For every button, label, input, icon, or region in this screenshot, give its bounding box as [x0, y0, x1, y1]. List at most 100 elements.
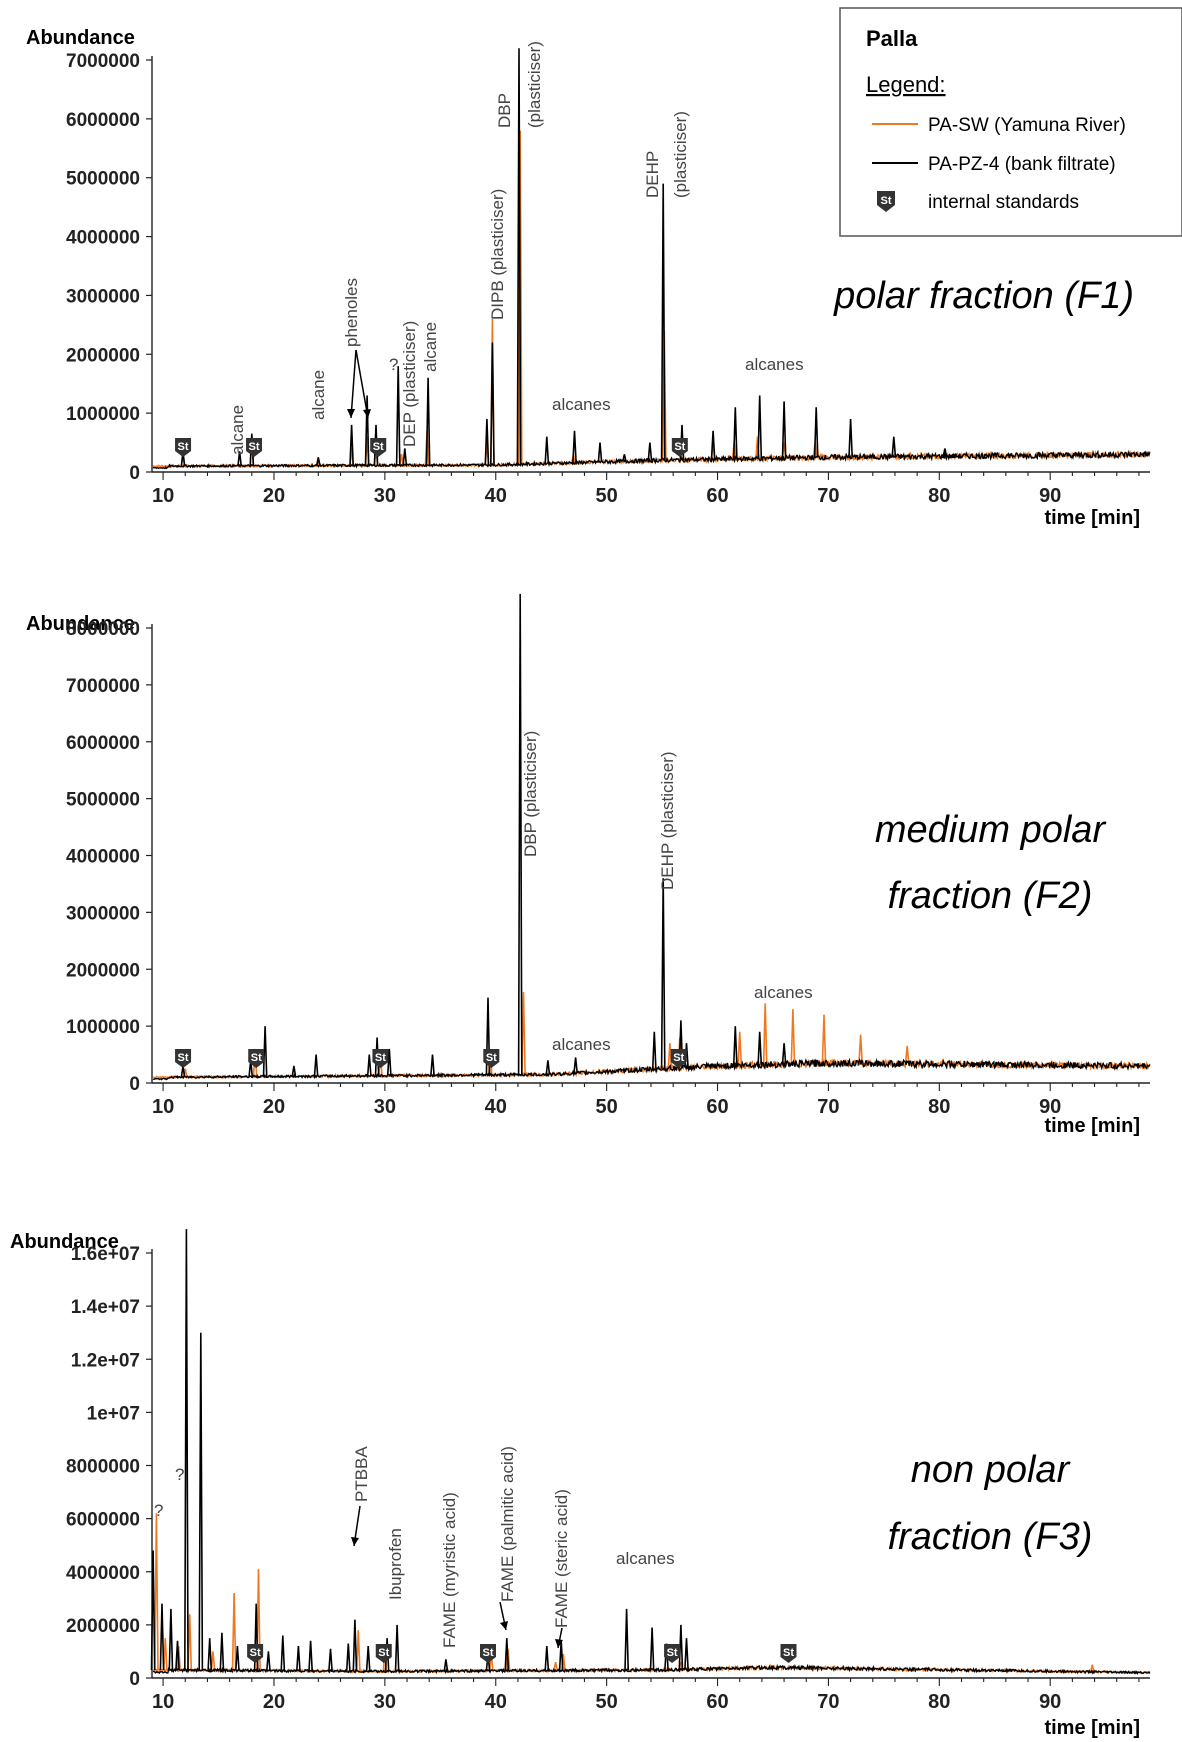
peak: [684, 1638, 689, 1670]
y-tick-labels: 0 1000000 2000000 3000000 4000000 5000000 6000…: [66, 619, 140, 1095]
x-tick-label: 20: [263, 1691, 285, 1713]
peak: [328, 1648, 333, 1672]
peak: [176, 1646, 181, 1671]
arrow: [355, 349, 369, 419]
peak: [710, 430, 716, 460]
arrow-head: [363, 409, 371, 418]
x-tick-label: 60: [706, 485, 728, 507]
peak: [237, 451, 242, 466]
legend-box: [839, 7, 1182, 237]
legend-title: Palla: [866, 26, 918, 51]
svg-text:St: St: [178, 1052, 189, 1064]
x-axis-title: time [min]: [1044, 1115, 1140, 1137]
peak: [597, 442, 603, 463]
x-tick-label: 80: [928, 485, 950, 507]
y-tick-label: 1000000: [66, 1017, 140, 1038]
peak: [660, 878, 666, 1069]
peak: [553, 1661, 558, 1671]
x-tick-label: 80: [928, 1691, 950, 1713]
y-tick-label: 7000000: [66, 676, 140, 697]
x-tick-label: 50: [596, 485, 618, 507]
annotation-phenoles: phenoles: [342, 278, 361, 347]
annotation-unknown: ?: [175, 1465, 184, 1484]
y-tick-label: 6000000: [66, 1510, 140, 1531]
annotation-alcanes: alcanes: [745, 355, 804, 374]
peak: [313, 1054, 319, 1077]
y-tick-label: 8000000: [66, 619, 140, 640]
peak: [813, 407, 819, 458]
peak: [737, 1031, 743, 1066]
st-marker-icon: St: [247, 1644, 264, 1663]
y-tick-labels: 0 2000000 4000000 6000000 8000000 1e+07 1.2e+0…: [66, 1244, 140, 1690]
peak: [757, 1031, 763, 1065]
panel-polar-fraction: Abundance 0 1000000 2000000 3000000 4000000 5…: [26, 27, 1151, 529]
peak: [315, 457, 321, 466]
svg-text:St: St: [375, 1052, 386, 1064]
legend-label: PA-PZ-4 (bank filtrate): [928, 154, 1116, 175]
fraction-title-line-1: medium polar: [875, 809, 1107, 851]
peak: [647, 442, 653, 461]
peak: [207, 1638, 213, 1671]
st-marker-icon: St: [246, 438, 263, 457]
svg-text:St: St: [486, 1052, 497, 1064]
x-tick-label: 60: [706, 1096, 728, 1118]
y-tick-label: 2000000: [66, 960, 140, 981]
annotation-fame-steric: FAME (steric acid): [552, 1489, 571, 1628]
peak: [184, 1229, 189, 1671]
fraction-title-line-1: non polar: [911, 1449, 1071, 1491]
peak: [572, 430, 577, 463]
x-tick-label: 80: [928, 1096, 950, 1118]
peak: [162, 1638, 168, 1671]
y-tick-label: 7000000: [66, 51, 140, 72]
series-trace: [152, 1663, 1151, 1675]
peak: [365, 1646, 371, 1672]
x-tick-label: 10: [152, 485, 174, 507]
st-marker-icon: St: [479, 1644, 496, 1663]
svg-text:St: St: [373, 441, 384, 453]
peak: [544, 436, 550, 464]
y-axis-title: Abundance: [10, 1231, 119, 1253]
y-tick-label: 0: [129, 1074, 140, 1095]
annotation-dep: DEP (plasticiser): [400, 321, 419, 447]
y-axis-title: Abundance: [26, 613, 135, 635]
peak: [891, 436, 897, 457]
fraction-title-line-2: fraction (F2): [888, 875, 1093, 917]
annotation-alcanes: alcanes: [616, 1549, 675, 1568]
y-tick-label: 6000000: [66, 733, 140, 754]
peak: [781, 401, 787, 459]
internal-standard-markers: St St St St: [175, 438, 688, 457]
y-tick-label: 5000000: [66, 790, 140, 811]
peak: [624, 1608, 629, 1671]
internal-standard-markers: St St St St St: [247, 1644, 797, 1663]
peak: [280, 1635, 286, 1671]
x-tick-label: 40: [485, 1691, 507, 1713]
x-tick-label: 70: [817, 485, 839, 507]
peak: [484, 418, 490, 466]
x-axis-title: time [min]: [1044, 507, 1140, 529]
series-trace: [152, 1057, 1151, 1081]
annotation-dehp-plasticiser: (plasticiser): [671, 111, 690, 198]
y-tick-label: 1000000: [66, 404, 140, 425]
y-tick-label: 5000000: [66, 169, 140, 190]
x-tick-label: 30: [374, 485, 396, 507]
st-marker-icon: St: [670, 1049, 687, 1068]
annotation-alcanes: alcanes: [552, 1035, 611, 1054]
x-tick-label: 70: [817, 1096, 839, 1118]
peak: [345, 1643, 351, 1672]
y-tick-label: 2000000: [66, 345, 140, 366]
st-marker-icon: St: [877, 191, 895, 212]
svg-text:St: St: [178, 441, 189, 453]
peak: [210, 1651, 216, 1671]
st-marker-icon: St: [375, 1644, 392, 1663]
peak: [660, 183, 666, 461]
y-tick-label: 4000000: [66, 228, 140, 249]
peak: [394, 1624, 400, 1672]
svg-text:St: St: [251, 1052, 262, 1064]
annotation-ibuprofen: Ibuprofen: [386, 1528, 405, 1600]
y-tick-label: 0: [129, 1669, 140, 1690]
x-tick-label: 20: [263, 1096, 285, 1118]
svg-text:St: St: [783, 1647, 794, 1659]
peak: [355, 1630, 361, 1672]
y-tick-label: 8000000: [66, 1457, 140, 1478]
peak: [150, 1550, 156, 1671]
